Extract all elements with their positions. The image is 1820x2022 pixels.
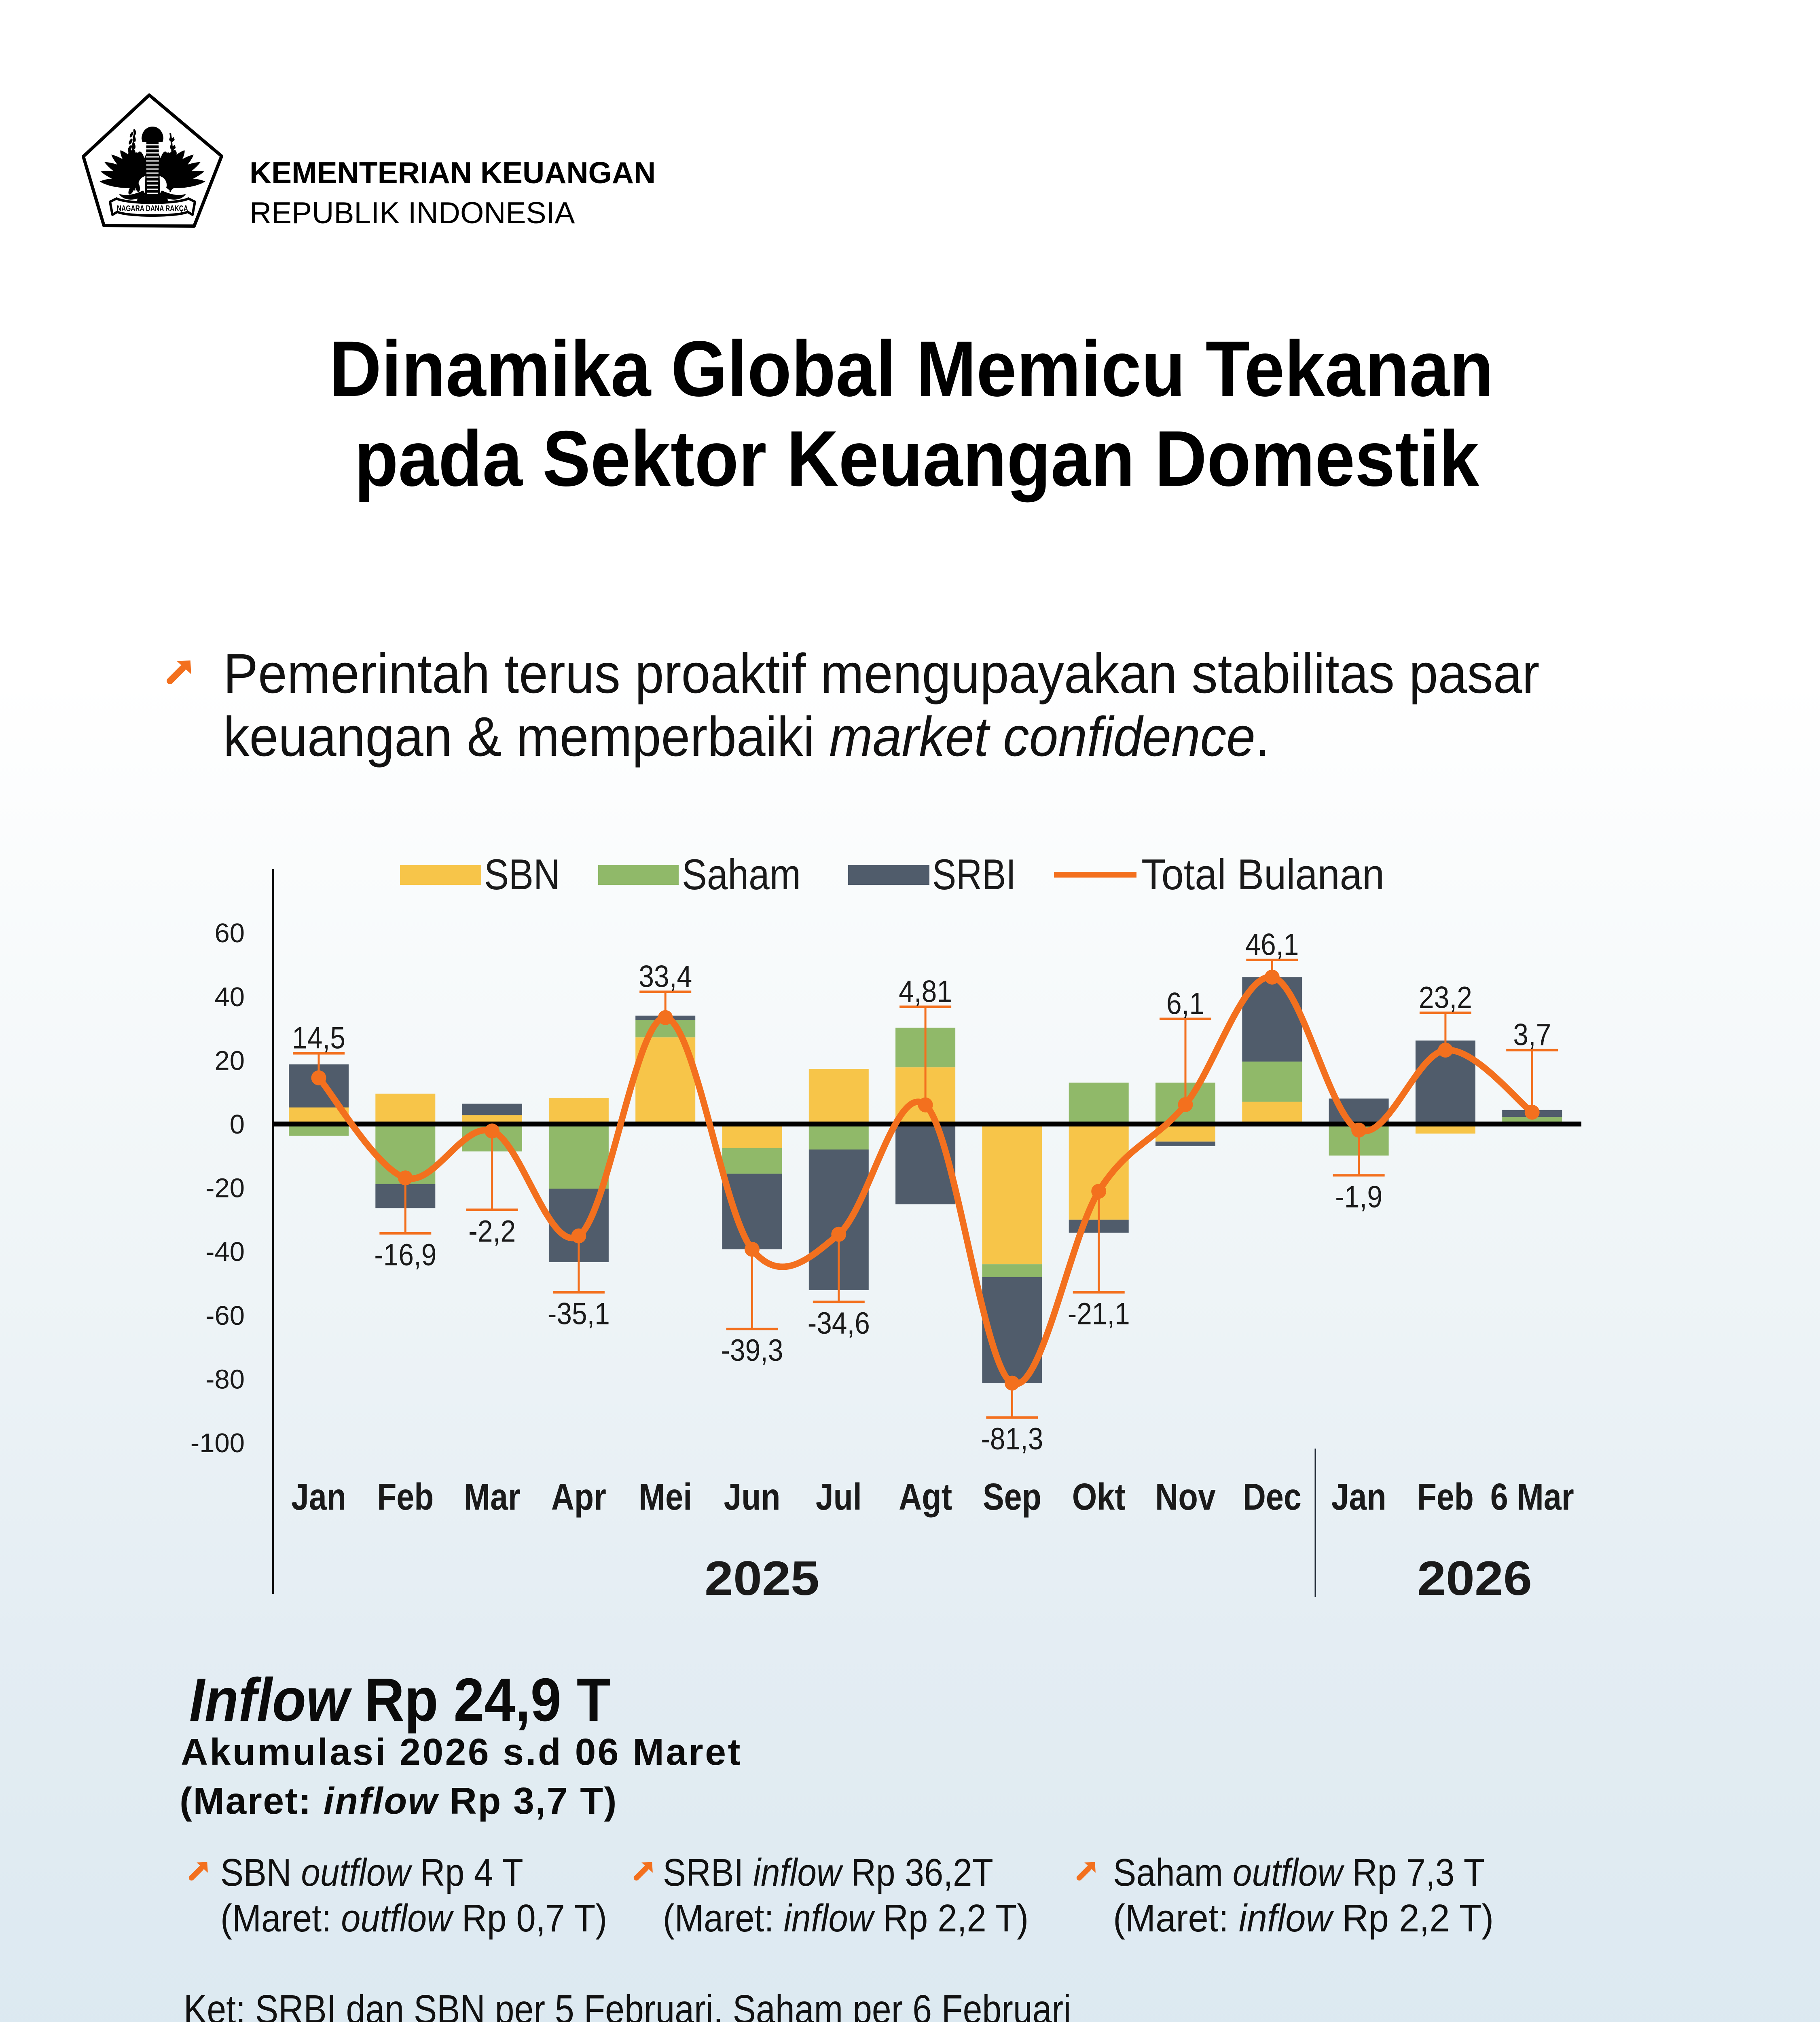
svg-text:SRBI: SRBI xyxy=(932,850,1016,899)
svg-text:-39,3: -39,3 xyxy=(721,1333,783,1368)
svg-text:Dec: Dec xyxy=(1243,1476,1302,1518)
svg-text:Agt: Agt xyxy=(899,1476,952,1518)
svg-text:Okt: Okt xyxy=(1072,1476,1126,1518)
svg-text:33,4: 33,4 xyxy=(639,960,692,994)
svg-text:-80: -80 xyxy=(205,1364,245,1394)
svg-text:Feb: Feb xyxy=(377,1476,434,1518)
svg-text:2026: 2026 xyxy=(1417,1551,1532,1605)
svg-text:3,7: 3,7 xyxy=(1513,1018,1551,1052)
svg-text:46,1: 46,1 xyxy=(1245,928,1299,962)
svg-text:Mar: Mar xyxy=(464,1476,521,1518)
svg-text:-2,2: -2,2 xyxy=(468,1214,516,1249)
svg-text:-60: -60 xyxy=(205,1301,245,1331)
svg-text:Total Bulanan: Total Bulanan xyxy=(1141,850,1384,899)
svg-text:2025: 2025 xyxy=(705,1551,819,1605)
svg-text:Feb: Feb xyxy=(1417,1476,1474,1518)
svg-text:-20: -20 xyxy=(205,1173,245,1203)
svg-text:6 Mar: 6 Mar xyxy=(1490,1476,1574,1518)
svg-text:6,1: 6,1 xyxy=(1166,987,1204,1021)
svg-text:SBN: SBN xyxy=(484,850,560,899)
svg-text:14,5: 14,5 xyxy=(292,1021,345,1055)
svg-text:-16,9: -16,9 xyxy=(374,1238,436,1272)
svg-text:60: 60 xyxy=(214,918,245,948)
svg-text:Sep: Sep xyxy=(983,1476,1041,1518)
svg-text:20: 20 xyxy=(214,1045,245,1076)
svg-text:Apr: Apr xyxy=(551,1476,606,1518)
svg-text:Jan: Jan xyxy=(1331,1476,1386,1518)
svg-text:4,81: 4,81 xyxy=(899,975,952,1009)
svg-text:Jul: Jul xyxy=(816,1476,862,1518)
svg-text:NAGARA DANA RAKÇA: NAGARA DANA RAKÇA xyxy=(117,204,188,213)
svg-text:-81,3: -81,3 xyxy=(981,1422,1043,1456)
svg-text:-21,1: -21,1 xyxy=(1068,1297,1130,1331)
svg-text:-35,1: -35,1 xyxy=(548,1297,610,1331)
svg-text:Nov: Nov xyxy=(1155,1476,1216,1518)
svg-text:-1,9: -1,9 xyxy=(1335,1180,1382,1214)
svg-text:-40: -40 xyxy=(205,1237,245,1267)
svg-text:Jan: Jan xyxy=(291,1476,346,1518)
svg-text:Mei: Mei xyxy=(639,1476,692,1518)
svg-text:-100: -100 xyxy=(190,1428,245,1458)
svg-text:Jun: Jun xyxy=(724,1476,781,1518)
svg-text:Saham: Saham xyxy=(682,850,801,899)
svg-text:0: 0 xyxy=(230,1109,245,1140)
svg-text:23,2: 23,2 xyxy=(1419,981,1472,1015)
svg-text:40: 40 xyxy=(214,982,245,1012)
svg-text:-34,6: -34,6 xyxy=(808,1306,870,1341)
